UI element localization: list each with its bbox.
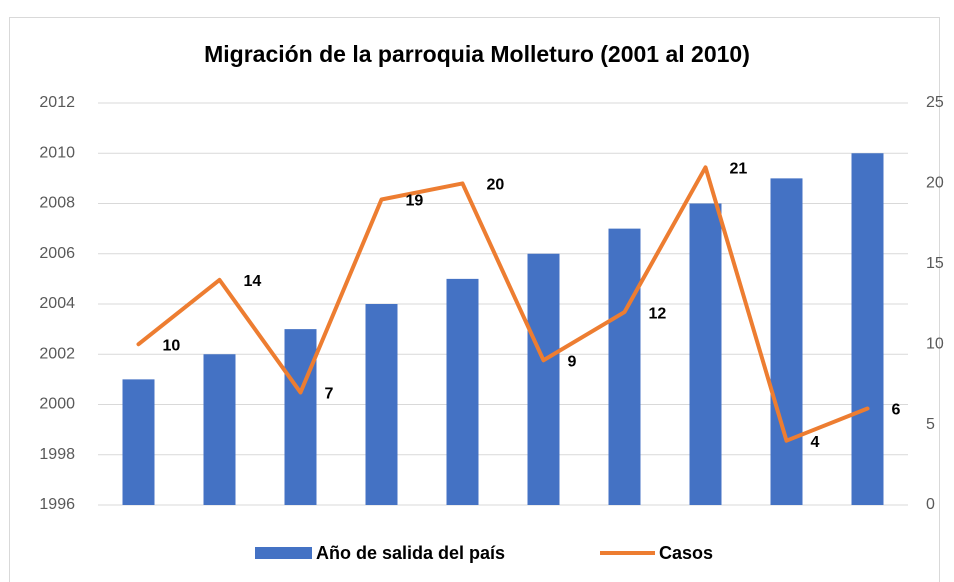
y2-tick-label: 5 [926,416,935,433]
data-label: 9 [568,353,577,370]
bar [689,203,722,505]
data-label: 20 [487,177,505,194]
y-tick-label: 2000 [39,396,75,413]
data-label: 6 [892,402,901,419]
y-tick-label: 2012 [39,94,75,111]
y-tick-label: 2004 [39,295,75,312]
legend-label: Casos [659,543,713,563]
y2-tick-label: 10 [926,335,944,352]
bar [365,304,398,505]
bar [122,379,155,505]
legend-swatch [255,547,312,559]
data-label: 21 [730,161,748,178]
data-label: 12 [649,305,667,322]
bar [527,253,560,505]
chart-title: Migración de la parroquia Molleturo (200… [204,41,750,67]
y2-tick-label: 0 [926,496,935,513]
data-label: 7 [325,386,334,403]
data-label: 4 [811,434,820,451]
y-tick-label: 2006 [39,245,75,262]
y2-tick-label: 20 [926,175,944,192]
bar [770,178,803,505]
bar [608,228,641,505]
legend-label: Año de salida del país [316,543,505,563]
y-tick-label: 1996 [39,496,75,513]
line [136,165,870,443]
y2-tick-label: 15 [926,255,944,272]
data-label: 19 [406,193,424,210]
y-tick-label: 2008 [39,195,75,212]
y-tick-label: 1998 [39,446,75,463]
bar [851,153,884,505]
y-tick-label: 2010 [39,144,75,161]
bar [446,278,479,505]
bar [203,354,236,505]
y2-tick-label: 25 [926,94,944,111]
bar [284,329,317,505]
data-label: 14 [244,273,262,290]
y-tick-label: 2002 [39,345,75,362]
data-label: 10 [163,337,181,354]
